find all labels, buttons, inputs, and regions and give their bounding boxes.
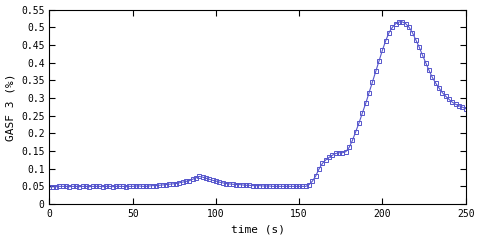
- X-axis label: time (s): time (s): [230, 224, 285, 234]
- Y-axis label: GASF 3 (%): GASF 3 (%): [6, 73, 15, 141]
